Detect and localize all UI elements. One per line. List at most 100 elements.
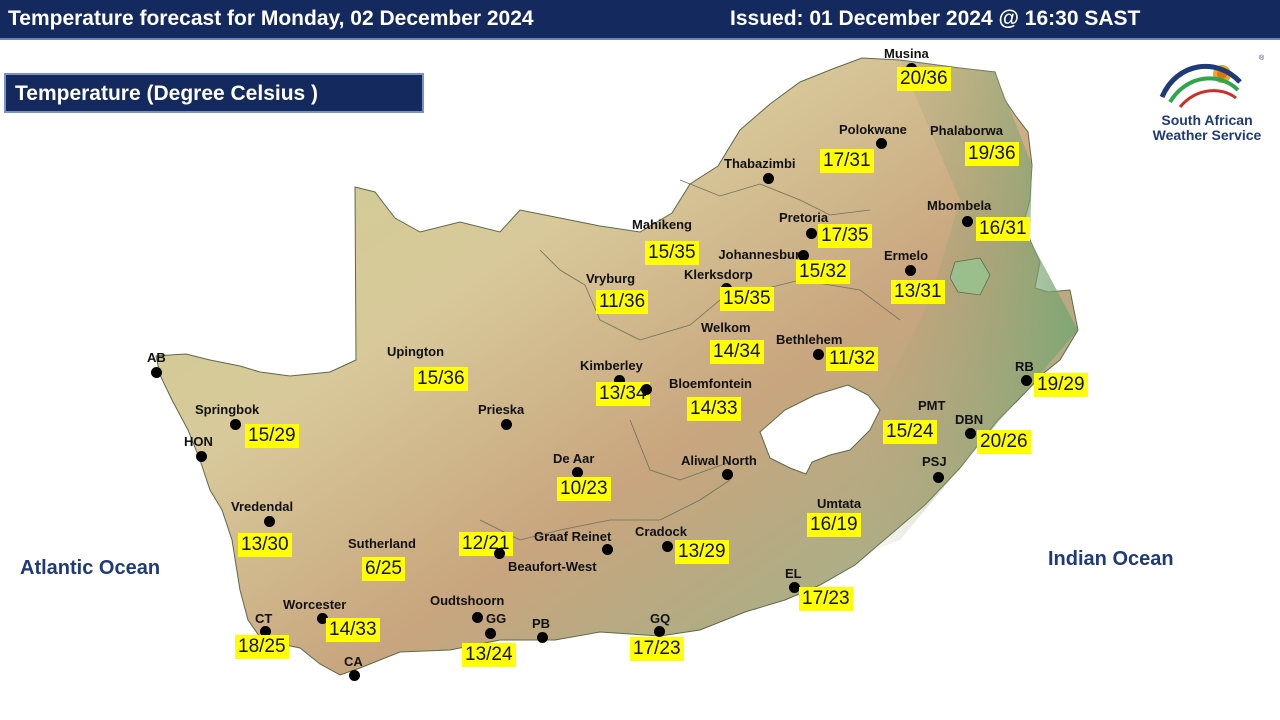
temp-sutherland: 6/25 — [362, 557, 405, 581]
city-label-ca: CA — [344, 654, 363, 669]
city-label-graaf-reinet: Graaf Reinet — [534, 529, 612, 544]
city-label-beaufort-west: Beaufort-West — [508, 559, 597, 574]
city-label-prieska: Prieska — [478, 402, 525, 417]
temp-umtata: 16/19 — [807, 513, 861, 537]
city-label-pmt: PMT — [918, 398, 946, 413]
issued-date: Issued: 01 December 2024 @ 16:30 SAST — [730, 7, 1141, 30]
city-label-mbombela: Mbombela — [927, 198, 992, 213]
city-dot-graaf-reinet — [602, 544, 613, 555]
city-label-thabazimbi: Thabazimbi — [724, 156, 796, 171]
city-dot-pretoria — [806, 228, 817, 239]
city-label-phalaborwa: Phalaborwa — [930, 123, 1003, 138]
city-dot-cradock — [662, 541, 673, 552]
city-label-sutherland: Sutherland — [348, 536, 416, 551]
legend-box: Temperature (Degree Celsius ) — [4, 73, 424, 113]
city-label-vryburg: Vryburg — [586, 271, 636, 286]
saws-logo-text: South African Weather Service — [1152, 112, 1262, 143]
city-dot-de-aar — [572, 467, 583, 478]
city-dot-rb — [1021, 375, 1032, 386]
city-dot-worcester — [317, 613, 328, 624]
temp-musina: 20/36 — [897, 67, 951, 91]
temp-el: 17/23 — [799, 587, 853, 611]
city-dot-polokwane — [876, 138, 887, 149]
temp-ct: 18/25 — [235, 635, 289, 659]
city-label-pretoria: Pretoria — [779, 210, 829, 225]
city-dot-hon — [196, 451, 207, 462]
city-label-el: EL — [785, 566, 802, 581]
temp-mbombela: 16/31 — [976, 217, 1030, 241]
city-label-dbn: DBN — [955, 412, 984, 427]
city-label-ermelo: Ermelo — [884, 248, 929, 263]
temp-welkom: 14/34 — [710, 340, 764, 364]
saws-logo: ® — [1159, 54, 1265, 109]
city-dot-ct — [260, 626, 271, 637]
city-dot-mbombela — [962, 216, 973, 227]
city-label-ab: AB — [147, 350, 166, 365]
temp-kimberley: 13/34 — [596, 382, 650, 406]
city-label-upington: Upington — [387, 344, 445, 359]
city-dot-ermelo — [905, 265, 916, 276]
temp-worcester: 14/33 — [326, 618, 380, 642]
temp-klerksdorp: 15/35 — [720, 287, 774, 311]
city-label-oudtshoorn: Oudtshoorn — [430, 593, 505, 608]
city-label-welkom: Welkom — [701, 320, 751, 335]
temp-johannesburg: 15/32 — [796, 260, 850, 284]
svg-text:®: ® — [1259, 54, 1265, 62]
city-dot-aliwal-north — [722, 469, 733, 480]
legend-label: Temperature (Degree Celsius ) — [15, 82, 319, 105]
temp-graaf-reinet: 12/21 — [459, 532, 513, 556]
city-label-kimberley: Kimberley — [580, 358, 643, 373]
temp-de-aar: 10/23 — [557, 477, 611, 501]
indian-ocean-label: Indian Ocean — [1048, 548, 1174, 570]
city-dot-bethlehem — [813, 349, 824, 360]
temp-upington: 15/36 — [414, 367, 468, 391]
city-label-psj: PSJ — [922, 454, 947, 469]
atlantic-ocean-label: Atlantic Ocean — [20, 557, 161, 579]
city-label-rb: RB — [1015, 359, 1034, 374]
city-label-gg: GG — [486, 611, 507, 626]
city-dot-dbn — [965, 428, 976, 439]
city-label-pb: PB — [532, 616, 551, 631]
city-dot-psj — [933, 472, 944, 483]
city-dot-beaufort-west — [494, 548, 505, 559]
temp-pretoria: 17/35 — [818, 224, 872, 248]
temp-vryburg: 11/36 — [596, 290, 649, 314]
city-label-de-aar: De Aar — [553, 451, 595, 466]
city-dot-gg — [485, 628, 496, 639]
city-dot-pb — [537, 632, 548, 643]
city-label-klerksdorp: Klerksdorp — [684, 267, 753, 282]
temp-gg: 13/24 — [462, 643, 516, 667]
city-label-umtata: Umtata — [817, 496, 862, 511]
city-dot-prieska — [501, 419, 512, 430]
city-label-bloemfontein: Bloemfontein — [668, 376, 752, 391]
forecast-title: Temperature forecast for Monday, 02 Dece… — [8, 7, 534, 30]
city-label-ct: CT — [255, 611, 273, 626]
city-dot-johannesburg — [798, 250, 809, 261]
city-label-polokwane: Polokwane — [839, 122, 907, 137]
temp-mahikeng: 15/35 — [645, 241, 699, 265]
city-label-johannesburg: Johannesburg — [718, 247, 808, 262]
city-dot-bloemfontein — [641, 384, 652, 395]
city-dot-ca — [349, 670, 360, 681]
city-label-musina: Musina — [884, 46, 929, 61]
temp-phalaborwa: 19/36 — [965, 142, 1019, 166]
temp-cradock: 13/29 — [675, 540, 729, 564]
temp-vredendal: 13/30 — [238, 533, 292, 557]
temp-pmt: 15/24 — [883, 420, 937, 444]
eswatini-outline — [949, 257, 991, 296]
city-label-springbok: Springbok — [195, 402, 260, 417]
city-dot-el — [789, 582, 800, 593]
city-label-cradock: Cradock — [635, 524, 688, 539]
city-dot-ab — [151, 367, 162, 378]
city-label-bethlehem: Bethlehem — [776, 332, 843, 347]
city-label-hon: HON — [184, 434, 213, 449]
city-dot-kimberley — [614, 375, 625, 386]
city-label-vredendal: Vredendal — [231, 499, 294, 514]
city-dot-gq — [654, 626, 665, 637]
city-label-worcester: Worcester — [283, 597, 347, 612]
temp-polokwane: 17/31 — [820, 149, 874, 173]
temp-springbok: 15/29 — [245, 424, 299, 448]
temp-dbn: 20/26 — [977, 430, 1031, 454]
city-label-gq: GQ — [650, 611, 671, 626]
header-bar: Temperature forecast for Monday, 02 Dece… — [0, 0, 1280, 40]
